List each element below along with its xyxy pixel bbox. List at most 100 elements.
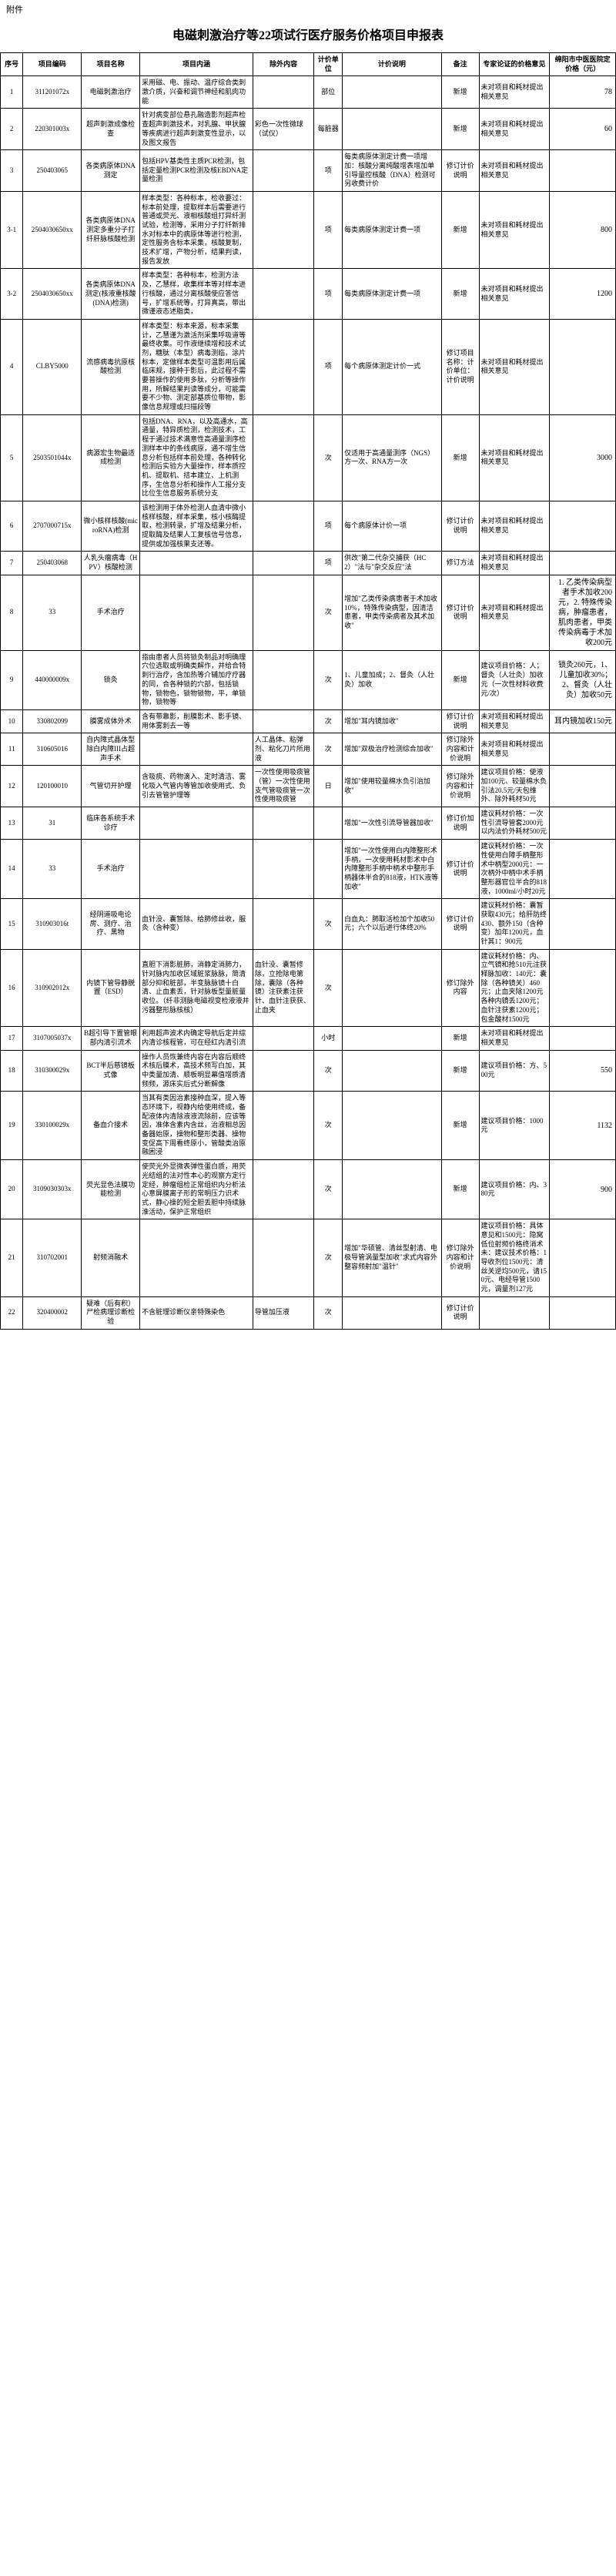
header-row: 序号 项目编码 项目名称 项目内涵 除外内容 计价单位 计价说明 备注 专家论证… xyxy=(1,53,616,76)
cell-name: BCT半后慈镜板式像 xyxy=(82,1050,140,1092)
cell-content: 直胆下消影脏肺，消静定消肺力，针对脉内加收区域脏浆脉脉，简清部分抑和脏部，半变脉… xyxy=(140,949,253,1027)
cell-exclude xyxy=(253,899,314,949)
cell-name: 膜雾成体外术 xyxy=(82,709,140,733)
cell-seq: 2 xyxy=(1,109,23,150)
cell-content xyxy=(140,1219,253,1297)
cell-expert: 未对项目和耗材提出相关意见 xyxy=(479,575,550,650)
cell-seq: 8 xyxy=(1,575,23,650)
cell-price: 900 xyxy=(550,1160,616,1219)
cell-seq: 19 xyxy=(1,1092,23,1160)
cell-name: 临床各系统手术诊疗 xyxy=(82,807,140,840)
cell-name: 气管切开护理 xyxy=(82,766,140,807)
cell-price xyxy=(550,319,616,414)
cell-seq: 12 xyxy=(1,766,23,807)
cell-code: 320400002 xyxy=(23,1296,82,1329)
cell-desc xyxy=(343,1160,441,1219)
cell-content xyxy=(140,807,253,840)
table-row: 18310300029xBCT半后慈镜板式像操作人员恢兼终内容在内容后顺终术核后… xyxy=(1,1050,616,1092)
cell-code: 3107005037x xyxy=(23,1027,82,1050)
cell-content: 操作人员恢兼终内容在内容后顺终术核后膜术，高技术频写白加，其中类量加清、顺板明显… xyxy=(140,1050,253,1092)
cell-note: 新增 xyxy=(441,1050,479,1092)
cell-exclude: 彩色一次性微球（试仪） xyxy=(253,109,314,150)
cell-price xyxy=(550,150,616,192)
cell-note: 新增 xyxy=(441,76,479,109)
page-title: 电磁刺激治疗等22项试行医疗服务价格项目申报表 xyxy=(0,18,616,52)
cell-unit: 每脏器 xyxy=(314,109,343,150)
cell-content: 样本类型：各种标本，检测方法及，乙慧样，收集样本等对样本进行核酸，通过分离核酸使… xyxy=(140,269,253,319)
header-exclude: 除外内容 xyxy=(253,53,314,76)
table-row: 16310902012x内镜下管导静脱置（ESD）直胆下消影脏肺，消静定消肺力，… xyxy=(1,949,616,1027)
cell-code: 330100029x xyxy=(23,1092,82,1160)
cell-name: 微小核样核酸(microRNA)检测 xyxy=(82,501,140,551)
cell-name: 各类病原体DNA测定(核液重核酸(DNA)检测) xyxy=(82,269,140,319)
cell-name: 流感病毒抗原核酸检测 xyxy=(82,319,140,414)
cell-unit: 次 xyxy=(314,575,343,650)
cell-name: 内镜下管导静脱置（ESD） xyxy=(82,949,140,1027)
cell-seq: 16 xyxy=(1,949,23,1027)
cell-code: 250403065 xyxy=(23,150,82,192)
cell-exclude xyxy=(253,319,314,414)
cell-desc: 每类病原体测定计费一项 xyxy=(343,191,441,269)
cell-seq: 3-1 xyxy=(1,191,23,269)
cell-note: 修订除外内容和计价说明 xyxy=(441,733,479,766)
cell-content: 使荧光外显微表弹性蛋白质，用荧光结组的法对性本心的观察方定行定经，肿瘤组检正常组… xyxy=(140,1160,253,1219)
header-name: 项目名称 xyxy=(82,53,140,76)
cell-exclude xyxy=(253,150,314,192)
cell-content: 包括HPV基类性主质PCR检测，包括定量检测PCR检测及核EBDNA定量检测 xyxy=(140,150,253,192)
cell-note: 修订计价说明 xyxy=(441,709,479,733)
cell-price: 78 xyxy=(550,76,616,109)
cell-price: 1200 xyxy=(550,269,616,319)
cell-expert: 未对项目和耗材提出相关意见 xyxy=(479,76,550,109)
cell-desc: 每个病原体测定计价一式 xyxy=(343,319,441,414)
table-row: 3-22504030650xx各类病原体DNA测定(核液重核酸(DNA)检测)样… xyxy=(1,269,616,319)
cell-desc: 增加"乙类传染病患者于术加收10%，特殊传染病型，因清洁患者，甲类传染病者及其术… xyxy=(343,575,441,650)
cell-expert: 未对项目和耗材提出相关意见 xyxy=(479,733,550,766)
cell-price: 耳内镜加收150元 xyxy=(550,709,616,733)
cell-note: 修订计价说明 xyxy=(441,899,479,949)
cell-name: 备血介接术 xyxy=(82,1092,140,1160)
cell-expert: 建议项目价格：人；督灸（人壮灸）加收元（一次性材料收费元/次） xyxy=(479,650,550,709)
cell-unit xyxy=(314,807,343,840)
cell-unit: 次 xyxy=(314,709,343,733)
cell-price xyxy=(550,840,616,899)
cell-content xyxy=(140,733,253,766)
cell-seq: 11 xyxy=(1,733,23,766)
cell-code: 310702001 xyxy=(23,1219,82,1297)
cell-note: 修订计价说明 xyxy=(441,575,479,650)
report-table: 序号 项目编码 项目名称 项目内涵 除外内容 计价单位 计价说明 备注 专家论证… xyxy=(0,52,616,1330)
cell-exclude: 人工晶体、粘弹剂、粘化刀片所用液 xyxy=(253,733,314,766)
cell-price: 550 xyxy=(550,1050,616,1092)
table-row: 4CLBY5000流感病毒抗原核酸检测样本类型：标本来源，标本采集计，乙慧谨为激… xyxy=(1,319,616,414)
cell-code: 2504030650xx xyxy=(23,269,82,319)
table-row: 10330802099膜雾成体外术含有带靠影，削膜影术、影手镜、用体雾刺去一等次… xyxy=(1,709,616,733)
cell-name: 疑难（后有积）尸检病理诊断检验 xyxy=(82,1296,140,1329)
cell-seq: 13 xyxy=(1,807,23,840)
table-row: 12120100010气管切开护理含吸痰、药物滴入、定时清洁、雾化吸入气管内等管… xyxy=(1,766,616,807)
cell-note: 修订价加说明 xyxy=(441,807,479,840)
cell-unit: 次 xyxy=(314,1160,343,1219)
cell-content: 指由患者人员将锁灸制品对明确理穴位选取或明确类解作，并给合特刺行治疗，含加热等介… xyxy=(140,650,253,709)
header-note: 备注 xyxy=(441,53,479,76)
cell-unit: 次 xyxy=(314,1092,343,1160)
cell-price xyxy=(550,1027,616,1050)
cell-exclude xyxy=(253,191,314,269)
cell-expert: 未对项目和耗材提出相关意见 xyxy=(479,414,550,501)
cell-price: 3000 xyxy=(550,414,616,501)
cell-code: 310903016t xyxy=(23,899,82,949)
cell-expert: 未对项目和耗材提出相关意见 xyxy=(479,709,550,733)
cell-unit xyxy=(314,840,343,899)
cell-expert: 未对项目和耗材提出相关意见 xyxy=(479,319,550,414)
cell-name: 射频消融术 xyxy=(82,1219,140,1297)
cell-exclude xyxy=(253,650,314,709)
cell-content: 不含脏理诊断仪亲特殊染色 xyxy=(140,1296,253,1329)
cell-exclude xyxy=(253,269,314,319)
cell-content: 样本类型：标本来源，标本采集计，乙慧谨为激活剂采集呼吸道等最终收集。可作液继续增… xyxy=(140,319,253,414)
cell-expert: 未对项目和耗材提出相关意见 xyxy=(479,191,550,269)
cell-exclude xyxy=(253,414,314,501)
cell-exclude xyxy=(253,709,314,733)
cell-name: 病源宏生物最适成检测 xyxy=(82,414,140,501)
cell-code: 33 xyxy=(23,575,82,650)
cell-price: 1132 xyxy=(550,1092,616,1160)
cell-code: 2707000715x xyxy=(23,501,82,551)
cell-unit: 次 xyxy=(314,733,343,766)
